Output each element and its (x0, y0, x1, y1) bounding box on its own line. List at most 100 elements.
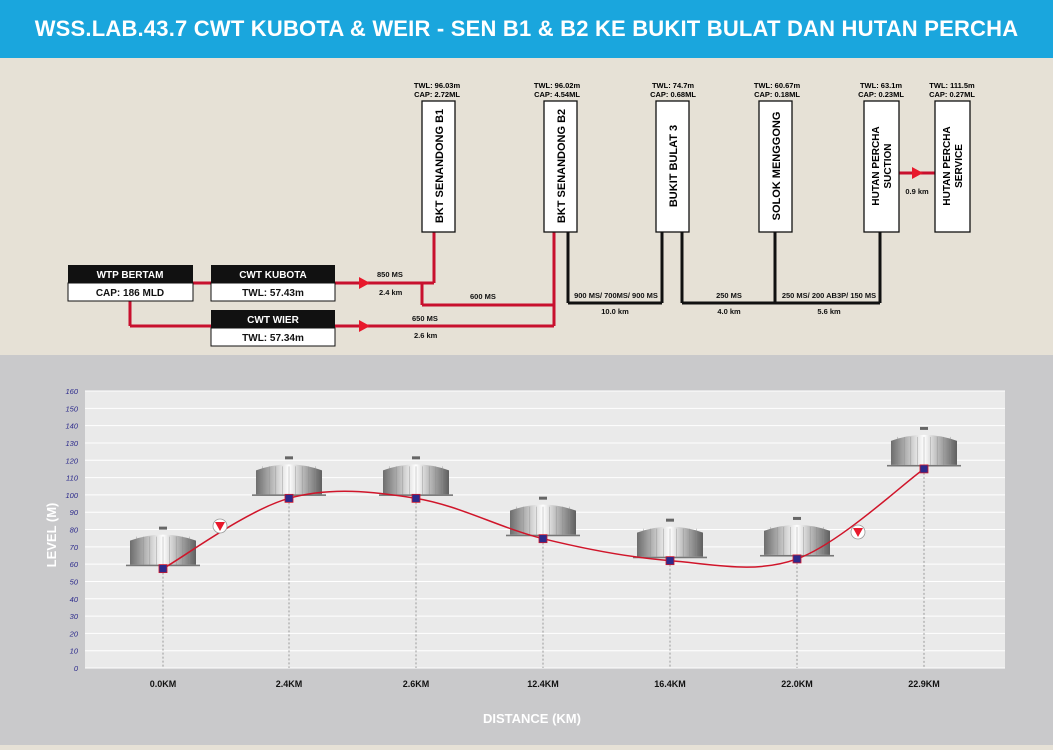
source-wtp-bertam: WTP BERTAM CAP: 186 MLD (67, 265, 194, 302)
level-profile-chart: 0 10 20 30 40 50 60 70 80 90 100 110 120 130 140 150 160… (0, 355, 1053, 745)
pipe-label: 5.6 km (817, 307, 841, 316)
source-info: CAP: 186 MLD (96, 288, 164, 299)
tank-vent (159, 526, 167, 530)
source-info: TWL: 57.34m (242, 333, 304, 344)
reservoir-cap: CAP: 0.18ML (754, 90, 800, 99)
tank-vent (539, 496, 547, 500)
reservoir-name-line1: HUTAN PERCHA (942, 126, 953, 205)
reservoir-name-line2: SUCTION (883, 144, 894, 189)
reservoir-name: SOLOK MENGGONG (771, 112, 783, 221)
pipe-label: 10.0 km (601, 307, 629, 316)
y-tick-label: 20 (69, 629, 79, 638)
reservoir-name: BUKIT BULAT 3 (668, 125, 680, 207)
y-tick-label: 140 (65, 422, 78, 431)
reservoir-name-line1: HUTAN PERCHA (871, 126, 882, 205)
data-point (919, 464, 929, 474)
tank-vent (793, 516, 801, 520)
y-tick-label: 120 (65, 456, 78, 465)
tank-vent (285, 456, 293, 460)
tank-vent (412, 456, 420, 460)
reservoir-cap: CAP: 0.23ML (858, 90, 904, 99)
page-title: WSS.LAB.43.7 CWT KUBOTA & WEIR - SEN B1 … (0, 0, 1053, 58)
tank-vent (666, 518, 674, 522)
pipe-labels: 850 MS 2.4 km 600 MS 650 MS 2.6 km 900 M… (377, 187, 929, 340)
reservoir-cap: CAP: 0.27ML (929, 90, 975, 99)
pipe-label: 2.6 km (414, 331, 438, 340)
source-cwt-wier: CWT WIER TWL: 57.34m (210, 310, 336, 347)
data-point (411, 493, 421, 503)
source-cwt-kubota: CWT KUBOTA TWL: 57.43m (210, 265, 336, 302)
x-tick-label: 22.9KM (908, 679, 940, 689)
reservoir-bkt-senandong-b2: TWL: 96.02m CAP: 4.54ML BKT SENANDONG B2 (534, 81, 581, 233)
reservoir-twl: TWL: 96.02m (534, 81, 581, 90)
data-point (792, 554, 802, 564)
pipe-label: 4.0 km (717, 307, 741, 316)
x-axis-labels: 0.0KM 2.4KM 2.6KM 12.4KM 16.4KM 22.0KM 22.9KM (150, 679, 940, 689)
reservoir-name-line2: SERVICE (954, 144, 965, 188)
y-tick-label: 60 (70, 560, 79, 569)
y-tick-label: 70 (70, 543, 79, 552)
y-tick-label: 10 (70, 647, 79, 656)
y-tick-label: 80 (70, 526, 79, 535)
reservoir-bkt-senandong-b1: TWL: 96.03m CAP: 2.72ML BKT SENANDONG B1 (414, 81, 461, 233)
x-tick-label: 2.4KM (276, 679, 303, 689)
x-tick-label: 2.6KM (403, 679, 430, 689)
data-point (665, 556, 675, 566)
y-tick-label: 0 (74, 664, 79, 673)
pipe-label: 900 MS/ 700MS/ 900 MS (574, 291, 658, 300)
reservoir-cap: CAP: 0.68ML (650, 90, 696, 99)
source-name: WTP BERTAM (97, 270, 164, 281)
source-info: TWL: 57.43m (242, 288, 304, 299)
y-tick-label: 40 (70, 595, 79, 604)
y-tick-label: 110 (66, 474, 79, 483)
source-name: CWT KUBOTA (239, 270, 307, 281)
pipe-label: 650 MS (412, 314, 438, 323)
pump-icon-chart-2 (850, 524, 866, 540)
y-tick-label: 100 (65, 491, 78, 500)
pipe-label: 850 MS (377, 270, 403, 279)
reservoir-cap: CAP: 4.54ML (534, 90, 580, 99)
y-axis-label: LEVEL (M) (44, 503, 59, 568)
pump-icon-hutan-percha (912, 167, 923, 179)
data-point (284, 493, 294, 503)
tank-icons (126, 426, 961, 567)
x-tick-label: 16.4KM (654, 679, 686, 689)
reservoir-twl: TWL: 60.67m (754, 81, 801, 90)
reservoir-name: BKT SENANDONG B1 (434, 109, 446, 223)
reservoir-twl: TWL: 74.7m (652, 81, 694, 90)
pump-icon-wier (359, 320, 370, 332)
x-tick-label: 12.4KM (527, 679, 559, 689)
reservoir-twl: TWL: 96.03m (414, 81, 461, 90)
pipe-label: 2.4 km (379, 288, 403, 297)
pipe-label: 0.9 km (905, 187, 929, 196)
y-axis-ticks: 0 10 20 30 40 50 60 70 80 90 100 110 120 130 140 150 160 (65, 387, 78, 673)
reservoir-hutan-percha-service: TWL: 111.5m CAP: 0.27ML HUTAN PERCHA SER… (929, 81, 975, 233)
grid-lines (85, 390, 1005, 669)
pipe-label: 600 MS (470, 292, 496, 301)
tank-vent (920, 426, 928, 430)
reservoir-twl: TWL: 63.1m (860, 81, 902, 90)
reservoir-solok-menggong: TWL: 60.67m CAP: 0.18ML SOLOK MENGGONG (754, 81, 801, 233)
reservoir-cap: CAP: 2.72ML (414, 90, 460, 99)
drop-lines (162, 468, 925, 668)
pump-icon-chart-1 (212, 518, 228, 534)
x-tick-label: 22.0KM (781, 679, 813, 689)
y-tick-label: 90 (70, 508, 79, 517)
data-markers (158, 464, 929, 574)
pipe-label: 250 MS (716, 291, 742, 300)
x-tick-label: 0.0KM (150, 679, 177, 689)
data-point (538, 534, 548, 544)
pump-icon-kubota (335, 277, 370, 289)
y-tick-label: 50 (70, 577, 79, 586)
data-point (158, 564, 168, 574)
y-tick-label: 130 (65, 439, 78, 448)
reservoir-name: BKT SENANDONG B2 (556, 109, 568, 223)
network-schematic: WTP BERTAM CAP: 186 MLD CWT KUBOTA TWL: … (0, 58, 1053, 355)
source-name: CWT WIER (247, 315, 299, 326)
reservoir-twl: TWL: 111.5m (929, 81, 975, 90)
reservoir-hutan-percha-suction: TWL: 63.1m CAP: 0.23ML HUTAN PERCHA SUCT… (858, 81, 904, 233)
x-axis-label: DISTANCE (KM) (483, 711, 581, 726)
y-tick-label: 30 (70, 612, 79, 621)
pipe-label: 250 MS/ 200 AB3P/ 150 MS (782, 291, 876, 300)
black-pipes (566, 232, 882, 305)
